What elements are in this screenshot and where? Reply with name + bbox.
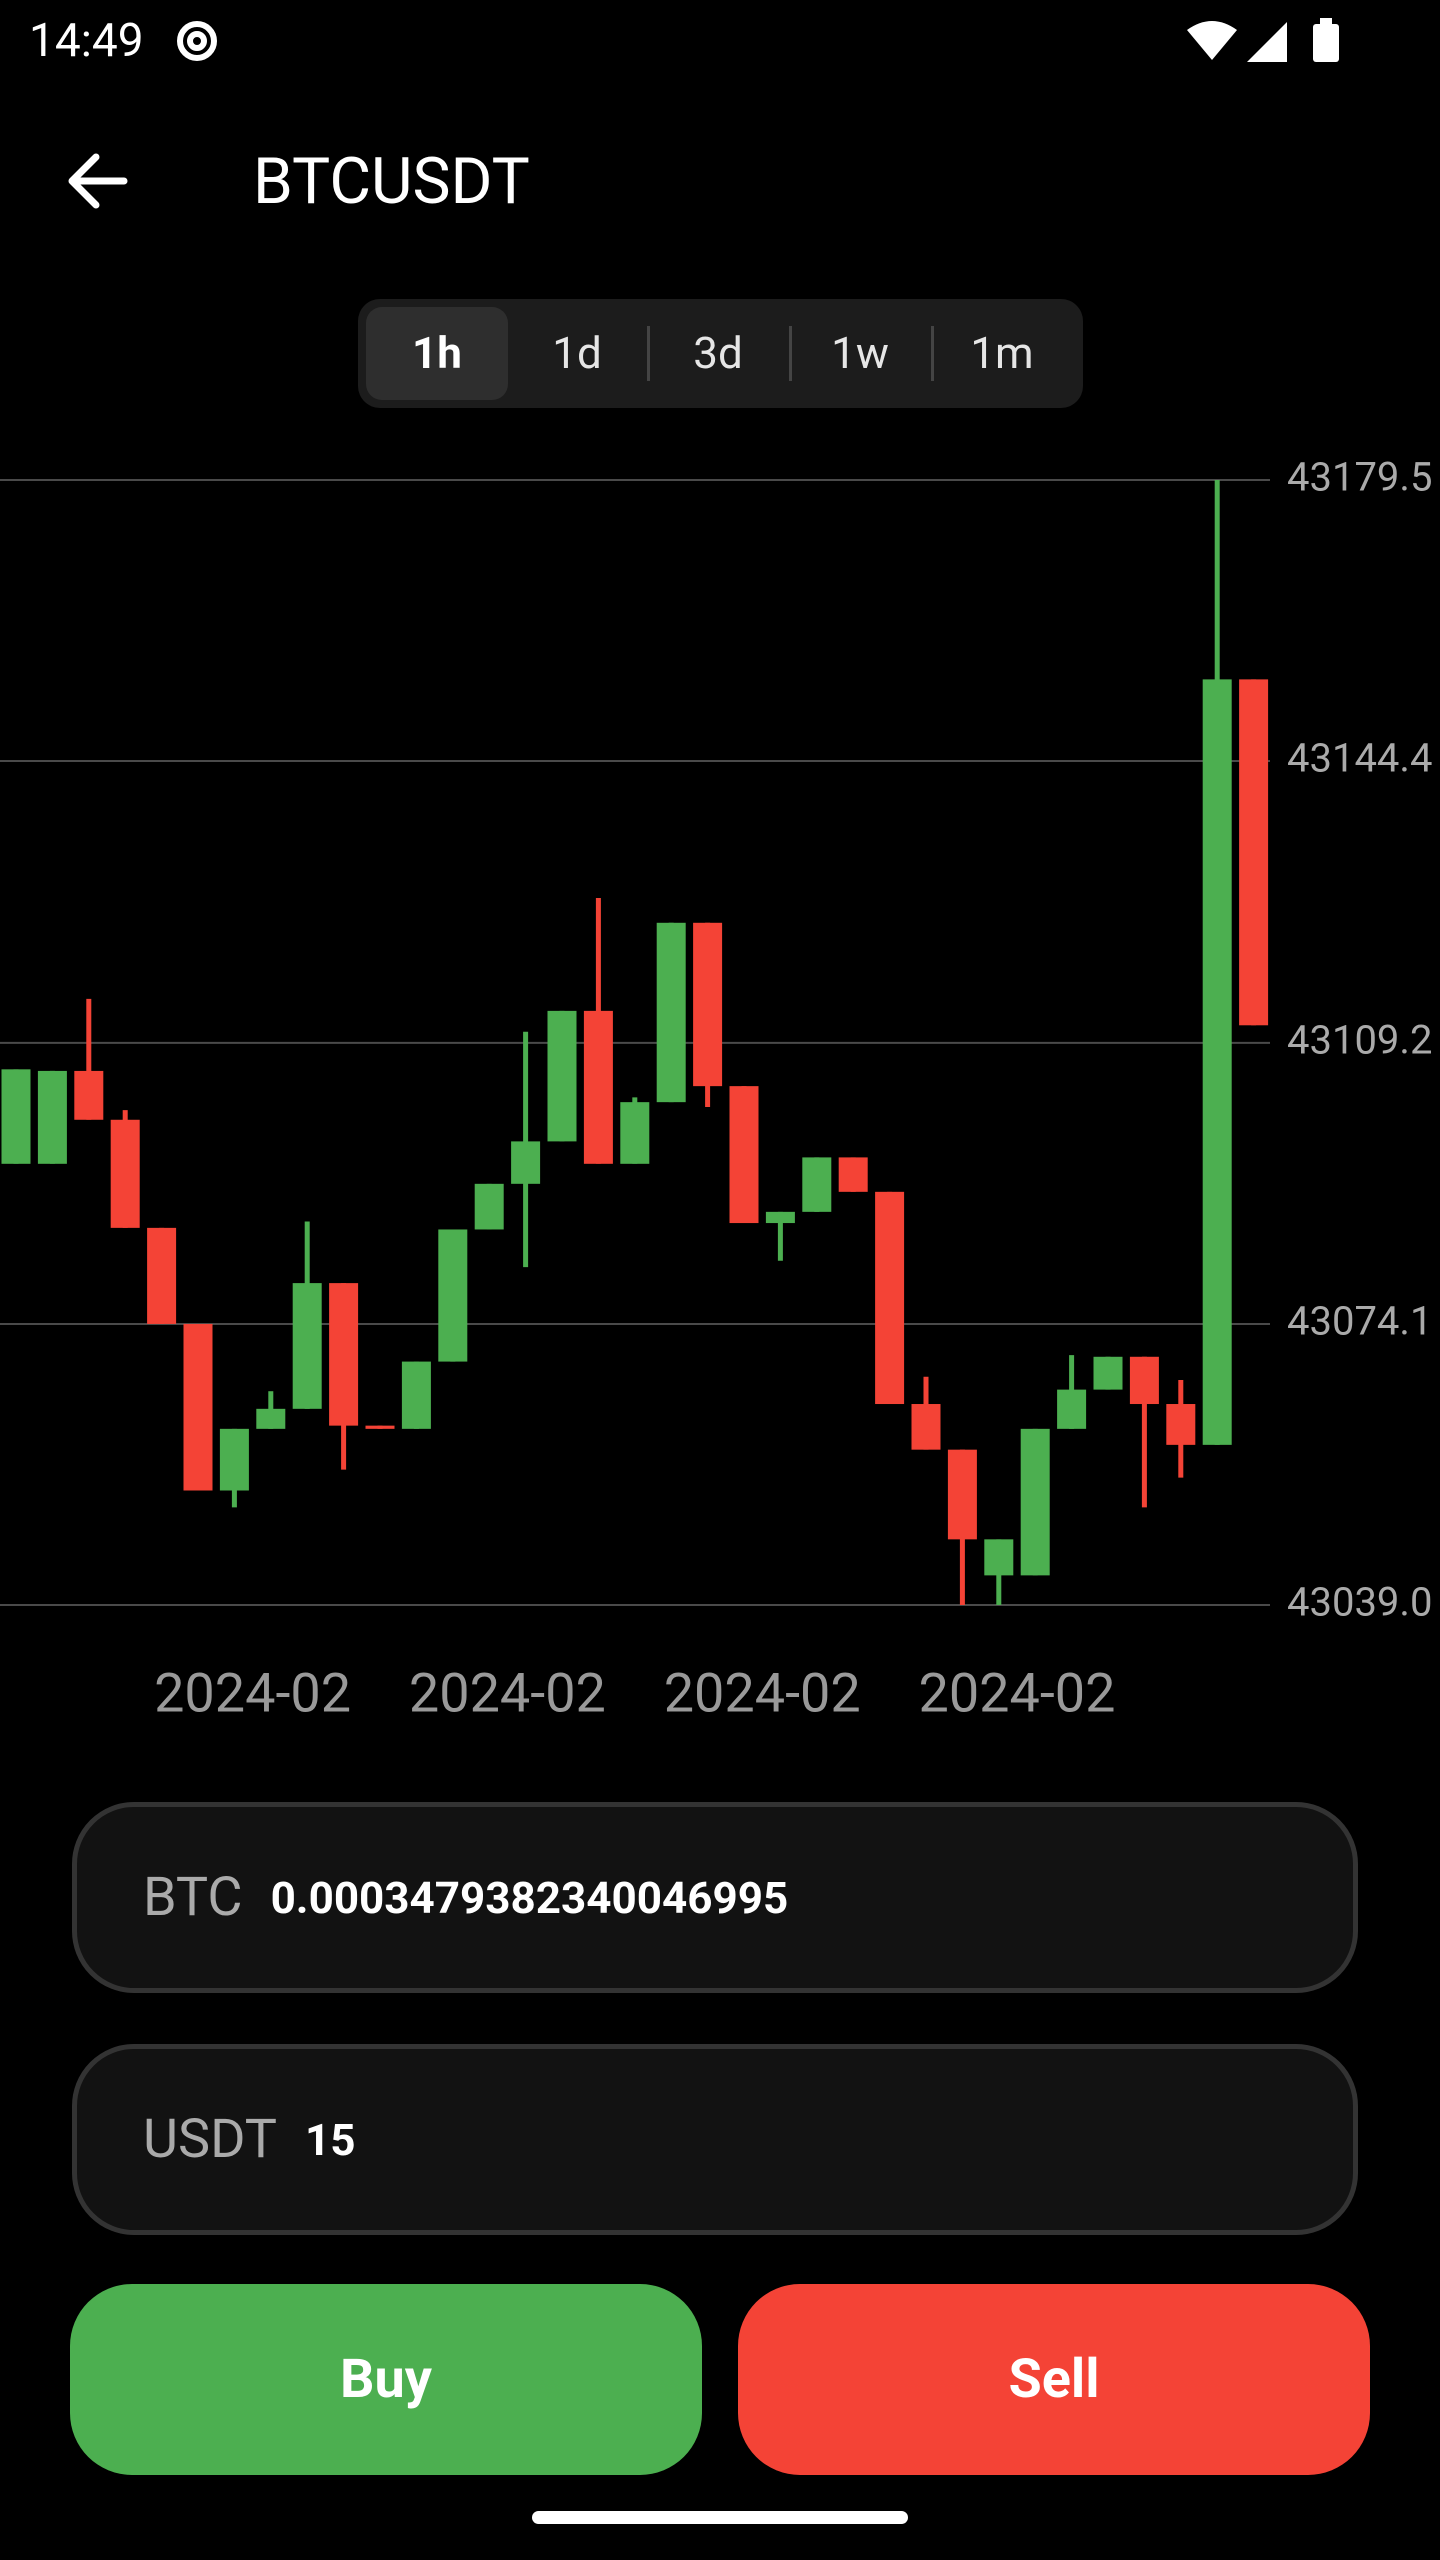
tab-divider <box>647 326 650 381</box>
candle-body <box>147 1227 177 1324</box>
sell-button[interactable]: Sell <box>738 2284 1370 2475</box>
candle-body <box>37 1070 67 1164</box>
tab[interactable]: 1h <box>366 307 508 400</box>
battery-tip <box>1320 18 1332 26</box>
x-tick-label: 2024-02 <box>664 1662 861 1725</box>
chart: 43039.0 43074.1 43109.2 43144.4 43179.5 2024-… <box>0 454 1432 1725</box>
candle-body <box>583 1010 613 1164</box>
tab[interactable]: 1w <box>831 327 889 379</box>
candle-body <box>656 922 686 1103</box>
candle-body <box>474 1183 504 1230</box>
candle-body <box>765 1211 795 1224</box>
candle-body <box>110 1119 140 1228</box>
x-tick-label: 2024-02 <box>154 1662 351 1725</box>
buy-button[interactable]: Buy <box>70 2284 702 2475</box>
tab[interactable]: 1d <box>552 327 602 379</box>
candle-body <box>511 1141 541 1184</box>
candle-body <box>183 1323 213 1491</box>
y-tick-label: 43109.2 <box>1287 1016 1432 1063</box>
page-title: BTCUSDT <box>253 144 530 219</box>
field-label: BTC <box>143 1866 243 1929</box>
battery-icon <box>1313 24 1339 62</box>
candle-body <box>1020 1428 1050 1576</box>
candle-body <box>1129 1356 1159 1405</box>
y-tick-label: 43144.4 <box>1287 735 1432 782</box>
wifi-icon <box>1187 21 1237 60</box>
amount-field[interactable]: USDT 15 <box>72 2044 1358 2235</box>
field-label: USDT <box>143 2108 278 2171</box>
candle-body <box>1 1069 31 1164</box>
candle-body <box>620 1102 650 1164</box>
back-button[interactable] <box>68 153 128 209</box>
x-tick-label: 2024-02 <box>918 1662 1115 1725</box>
x-tick-label: 2024-02 <box>409 1662 606 1725</box>
candle-body <box>1093 1356 1123 1390</box>
interval-tabs: 1h 1d 3d 1w 1m <box>358 299 1083 408</box>
field-value: 15 <box>305 2113 356 2166</box>
tab[interactable]: 1m <box>970 327 1034 379</box>
status-time: 14:49 <box>29 14 144 68</box>
tab-divider <box>931 326 934 381</box>
candle-body <box>547 1010 577 1142</box>
tab[interactable]: 3d <box>693 327 743 379</box>
candle-body <box>911 1404 941 1450</box>
candle-body <box>802 1157 832 1212</box>
candle-body <box>1166 1404 1196 1445</box>
candle-body <box>729 1086 759 1224</box>
y-tick-label: 43074.1 <box>1287 1298 1432 1345</box>
candle-body <box>329 1283 359 1426</box>
field-value: 0.0003479382340046995 <box>270 1871 789 1924</box>
candle-body <box>693 922 723 1087</box>
candle-body <box>947 1449 977 1540</box>
tab-divider <box>789 326 792 381</box>
candle-body <box>292 1283 322 1409</box>
candle-body <box>438 1229 468 1362</box>
y-tick-label: 43179.5 <box>1287 454 1432 501</box>
candle-body <box>875 1191 905 1405</box>
candle-body <box>74 1070 104 1120</box>
settings-icon <box>177 21 217 61</box>
signal-icon <box>1247 22 1287 62</box>
candle-body <box>984 1539 1014 1576</box>
candle-body <box>1239 679 1269 1026</box>
home-indicator <box>532 2511 908 2524</box>
candle-body <box>365 1425 395 1429</box>
candle-body <box>401 1361 431 1429</box>
candle-body <box>1202 679 1232 1445</box>
candle-body <box>838 1157 868 1192</box>
amount-field[interactable]: BTC 0.0003479382340046995 <box>72 1802 1358 1993</box>
candle-body <box>219 1428 249 1491</box>
candle-body <box>1057 1389 1087 1429</box>
candle-body <box>256 1408 286 1429</box>
y-tick-label: 43039.0 <box>1287 1579 1432 1626</box>
